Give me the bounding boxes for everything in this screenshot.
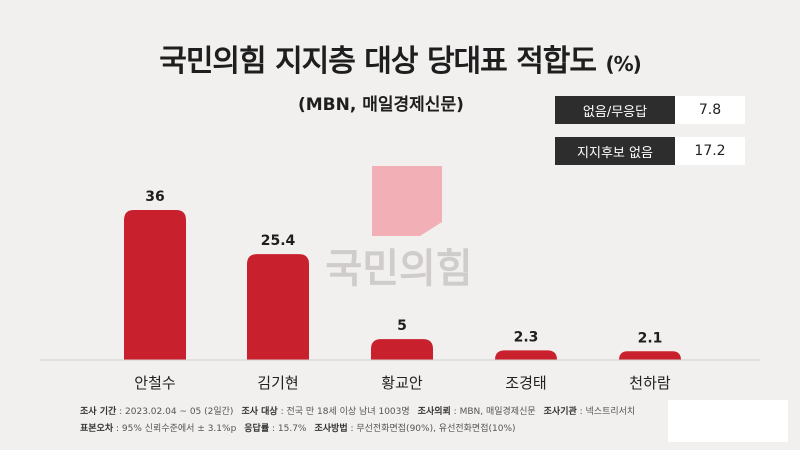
footer-value: 무선전화면접(90%), 유선전화면접(10%) [356,424,516,434]
chart-title-unit: (%) [605,52,641,76]
data-label-4: 2.1 [638,330,663,346]
footer-key: 응답률 [244,424,270,434]
party-logo-icon [372,166,442,236]
side-table-value: 7.8 [675,96,745,124]
footer-value: 넥스트리서치 [585,407,636,417]
side-table-row-no-candidate: 지지후보 없음 17.2 [555,137,745,165]
data-label-1: 25.4 [261,233,296,249]
category-label-4: 천하람 [629,374,671,392]
side-table-label: 지지후보 없음 [555,137,675,165]
footer-key: 조사의뢰 [417,407,451,417]
footer-key: 조사기관 [543,407,577,417]
bar-3 [495,350,557,360]
bar-4 [619,351,681,360]
footer-value: 15.7% [277,424,307,434]
data-label-2: 5 [397,318,407,334]
footer-value: 2023.02.04 ~ 05 (2일간) [125,407,234,417]
watermark-text: 국민의힘 [325,246,472,292]
chart-subtitle: (MBN, 매일경제신문) [298,95,464,115]
party-watermark: 국민의힘 [325,166,473,292]
category-label-0: 안철수 [134,374,175,392]
bar-1 [247,254,309,360]
footer-value: MBN, 매일경제신문 [459,407,536,417]
data-label-3: 2.3 [514,329,539,345]
bar-2 [371,339,433,360]
category-label-2: 황교안 [381,374,423,392]
white-box [668,400,788,442]
bar-0 [124,210,186,360]
category-label-3: 조경태 [505,374,546,392]
data-label-0: 36 [145,189,164,205]
chart-title: 국민의힘 지지층 대상 당대표 적합도 (%) [0,36,800,80]
footer-line-1: 조사 기간 : 2023.02.04 ~ 05 (2일간) 조사 대상 : 전국 … [80,407,636,417]
side-table-row-no-answer: 없음/무응답 7.8 [555,96,745,124]
footer-line-2: 표본오차 : 95% 신뢰수준에서 ± 3.1%p 응답률 : 15.7% 조사방법… [80,424,516,434]
footer-key: 조사방법 [314,424,348,434]
chart-title-text: 국민의힘 지지층 대상 당대표 적합도 [159,44,597,79]
footer-key: 표본오차 [80,424,114,434]
footer-value: 전국 만 18세 이상 남녀 1003명 [286,407,410,417]
footer-value: 95% 신뢰수준에서 ± 3.1%p [121,424,237,434]
footer-key: 조사 대상 [241,407,278,417]
side-table-value: 17.2 [675,137,745,165]
footer-key: 조사 기간 [80,407,117,417]
category-label-1: 김기현 [257,374,298,392]
side-table-label: 없음/무응답 [555,96,675,124]
